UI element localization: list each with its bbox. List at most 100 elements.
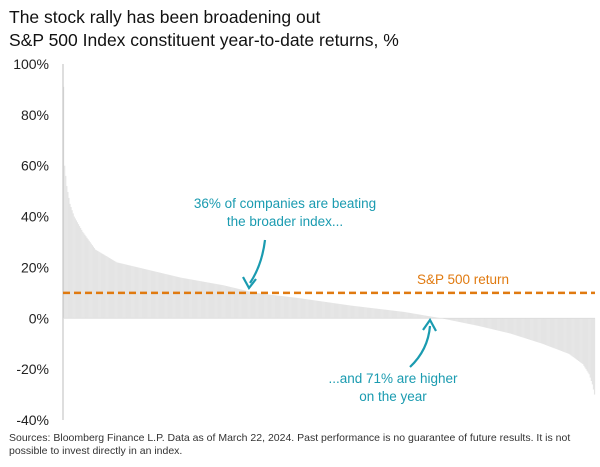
return-bar	[283, 296, 285, 319]
return-bar	[434, 317, 436, 319]
return-bar	[401, 311, 403, 319]
return-bar	[234, 288, 236, 319]
return-bar	[240, 289, 242, 319]
return-bar	[223, 285, 225, 319]
return-bar	[464, 318, 466, 324]
return-bar	[374, 308, 376, 319]
return-bar	[303, 298, 305, 319]
return-bar	[521, 318, 523, 338]
return-bar	[231, 287, 233, 319]
return-bar	[364, 307, 366, 319]
return-bar	[463, 318, 465, 323]
return-bar	[496, 318, 498, 331]
return-bar	[314, 300, 316, 319]
return-bar	[383, 309, 385, 319]
return-bar	[264, 294, 266, 319]
return-bar	[238, 289, 240, 319]
return-bar	[376, 308, 379, 319]
return-bar	[210, 283, 213, 319]
return-bar	[297, 297, 299, 319]
annotation-beating-index-line: 36% of companies are beating	[194, 196, 376, 211]
return-bar	[246, 290, 248, 319]
return-bar	[550, 318, 552, 347]
return-bar	[341, 304, 343, 319]
return-bar	[84, 234, 86, 319]
return-bar	[255, 292, 257, 319]
return-bar	[518, 318, 520, 337]
return-bar	[472, 318, 474, 325]
return-bar	[417, 314, 419, 319]
return-bar	[494, 318, 497, 330]
return-bar	[408, 312, 411, 319]
return-bar	[403, 311, 405, 319]
return-bar	[456, 318, 458, 322]
return-bar	[406, 312, 408, 319]
return-bar	[373, 308, 375, 319]
return-bar	[72, 213, 74, 319]
return-bar	[310, 299, 313, 319]
return-bar	[432, 316, 434, 319]
return-bar	[479, 318, 481, 327]
return-bar	[251, 292, 253, 319]
return-bar	[581, 318, 583, 364]
return-bar	[422, 315, 424, 319]
return-bar	[75, 220, 77, 319]
return-bar	[151, 270, 153, 319]
return-bar	[346, 304, 348, 319]
return-bar	[394, 310, 397, 319]
return-bar	[418, 314, 420, 319]
return-bar	[400, 311, 402, 319]
return-bar	[137, 267, 139, 319]
return-bar	[588, 318, 590, 375]
return-bar	[462, 318, 464, 323]
annotation-arrow-1	[249, 239, 267, 284]
return-bar	[508, 318, 511, 334]
return-bar	[477, 318, 480, 326]
return-bar	[171, 275, 173, 319]
return-bar	[197, 280, 199, 319]
return-bar	[309, 299, 312, 319]
return-bar	[429, 316, 431, 319]
return-bar	[525, 318, 528, 339]
return-bar	[83, 233, 85, 319]
y-tick-label: 20%	[21, 259, 49, 275]
return-bar	[490, 318, 492, 329]
return-bar	[582, 318, 584, 365]
return-bar	[138, 267, 140, 319]
return-bar	[219, 284, 221, 319]
return-bar	[108, 257, 110, 319]
return-bar	[218, 284, 220, 319]
return-bar	[282, 296, 284, 319]
return-bar	[322, 301, 324, 319]
return-bar	[498, 318, 500, 331]
return-bar	[287, 296, 289, 319]
return-bar	[87, 239, 89, 319]
return-bar	[184, 278, 186, 319]
return-bar	[393, 310, 396, 319]
return-bar	[367, 307, 369, 319]
return-bar	[325, 302, 328, 319]
return-bar	[371, 308, 373, 319]
return-bar	[385, 309, 387, 319]
return-bar	[265, 294, 267, 319]
return-bar	[546, 318, 548, 346]
return-bar	[222, 285, 224, 319]
return-bar	[541, 318, 544, 344]
return-bar	[363, 307, 365, 319]
return-bar	[533, 318, 535, 342]
return-bar	[288, 296, 290, 319]
return-bar	[315, 300, 317, 319]
return-bar	[271, 294, 273, 319]
return-bar	[501, 318, 503, 332]
return-bar	[523, 318, 525, 338]
return-bar	[537, 318, 539, 343]
return-bar	[216, 284, 218, 319]
annotation-arrowhead-1	[242, 276, 257, 291]
return-bar	[530, 318, 532, 340]
return-bar	[114, 261, 116, 319]
return-bar	[509, 318, 512, 334]
return-bar	[117, 262, 119, 319]
return-bar	[220, 284, 222, 319]
y-tick-label: 0%	[29, 310, 49, 326]
return-bar	[504, 318, 506, 333]
